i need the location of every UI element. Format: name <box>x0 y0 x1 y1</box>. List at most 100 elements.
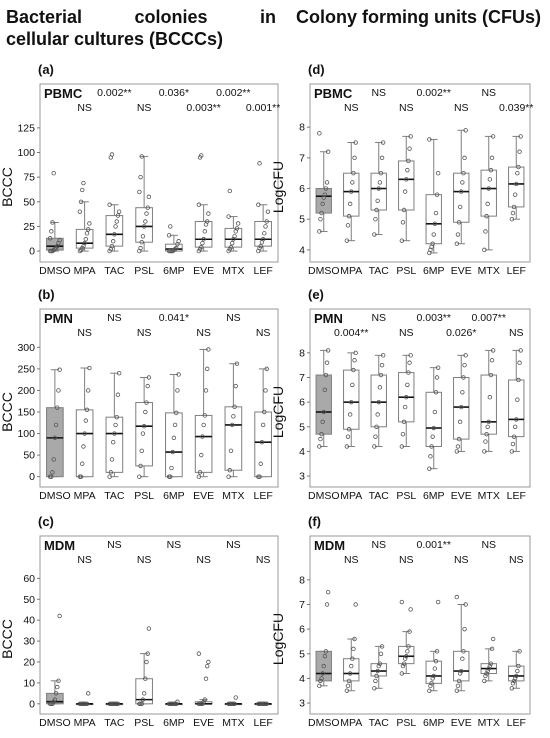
x-tick-label: PSL <box>396 490 416 502</box>
data-point <box>376 186 381 191</box>
data-point <box>203 676 209 681</box>
significance-label: 0.039** <box>499 102 533 114</box>
box-dmso: DMSO <box>308 589 340 729</box>
data-point <box>406 158 411 164</box>
data-point <box>84 231 90 236</box>
data-point <box>375 412 380 417</box>
data-point <box>172 246 178 252</box>
data-point <box>402 656 408 661</box>
data-point <box>484 213 489 219</box>
data-point <box>400 220 406 225</box>
significance-label: 0.002** <box>417 87 451 99</box>
data-point <box>515 397 520 402</box>
data-point <box>234 361 240 366</box>
data-point <box>144 400 149 405</box>
data-point <box>47 236 53 241</box>
data-point <box>318 678 323 684</box>
data-point <box>455 683 461 689</box>
x-tick-label: EVE <box>193 490 214 502</box>
data-point <box>461 375 466 380</box>
data-point <box>454 449 460 454</box>
data-point <box>433 390 439 395</box>
data-point <box>87 365 92 371</box>
box-mpa: MPA <box>340 602 362 729</box>
data-point <box>462 626 467 632</box>
data-point <box>462 155 467 161</box>
data-point <box>138 463 143 469</box>
x-tick-label: EVE <box>451 717 472 729</box>
data-point <box>351 367 356 373</box>
box-6mp: 6MP <box>163 699 185 729</box>
data-point <box>486 186 491 191</box>
data-point <box>509 686 515 691</box>
data-point <box>352 358 357 363</box>
box-tac: TAC <box>369 140 389 277</box>
data-point <box>257 161 262 166</box>
header-line: cellular cultures (BCCCs) <box>6 29 224 49</box>
data-point <box>226 474 231 479</box>
plot-frame <box>309 83 531 263</box>
y-tick-label: 6 <box>299 397 305 409</box>
data-point <box>57 238 62 243</box>
y-tick-label: 250 <box>17 363 35 375</box>
x-tick-label: TAC <box>104 717 125 729</box>
data-point <box>399 671 405 676</box>
box-mpa: MPA <box>74 691 96 729</box>
data-point <box>201 422 206 428</box>
data-point <box>407 360 412 365</box>
box-eve: EVE <box>193 347 214 502</box>
iqr-box <box>343 369 360 430</box>
data-point <box>490 348 496 353</box>
box-eve: EVE <box>451 353 472 502</box>
data-point <box>55 405 60 410</box>
data-point <box>435 365 441 370</box>
data-point <box>115 213 121 218</box>
data-point <box>484 431 489 437</box>
data-point <box>344 688 350 693</box>
data-point <box>232 701 237 707</box>
data-point <box>83 237 89 242</box>
data-point <box>400 431 406 437</box>
data-point <box>82 431 87 436</box>
box-mpa: MPA <box>340 140 362 277</box>
data-point <box>204 663 210 669</box>
data-point <box>405 649 410 654</box>
data-point <box>139 448 144 454</box>
data-point <box>432 221 438 226</box>
data-point <box>375 668 380 674</box>
data-point <box>488 372 494 378</box>
data-point <box>456 678 462 684</box>
data-point <box>199 244 204 250</box>
iqr-box <box>194 414 213 473</box>
data-point <box>486 419 491 425</box>
data-point <box>510 210 516 216</box>
y-tick-label: 40 <box>23 615 35 627</box>
significance-label: 0.001** <box>417 539 451 551</box>
data-point <box>488 661 494 666</box>
iqr-box <box>315 188 332 214</box>
data-point <box>511 678 517 684</box>
data-point <box>399 238 405 243</box>
significance-label: NS <box>344 554 359 566</box>
significance-label: NS <box>167 539 182 551</box>
data-point <box>320 419 325 425</box>
data-point <box>78 199 84 204</box>
data-point <box>206 659 211 665</box>
iqr-box <box>425 391 442 447</box>
y-tick-label: 7 <box>299 599 305 611</box>
x-tick-label: TAC <box>369 717 390 729</box>
data-point <box>510 681 516 686</box>
data-point <box>231 414 236 419</box>
significance-label: NS <box>454 554 469 566</box>
data-point <box>139 239 144 245</box>
box-psl: PSL <box>396 599 416 729</box>
box-mtx: MTX <box>222 188 244 277</box>
box-tac: TAC <box>104 701 125 729</box>
data-point <box>482 449 487 454</box>
data-point <box>144 659 149 665</box>
data-point <box>84 701 90 707</box>
x-tick-label: MPA <box>340 490 362 502</box>
data-point <box>233 695 238 700</box>
data-point <box>352 155 357 161</box>
